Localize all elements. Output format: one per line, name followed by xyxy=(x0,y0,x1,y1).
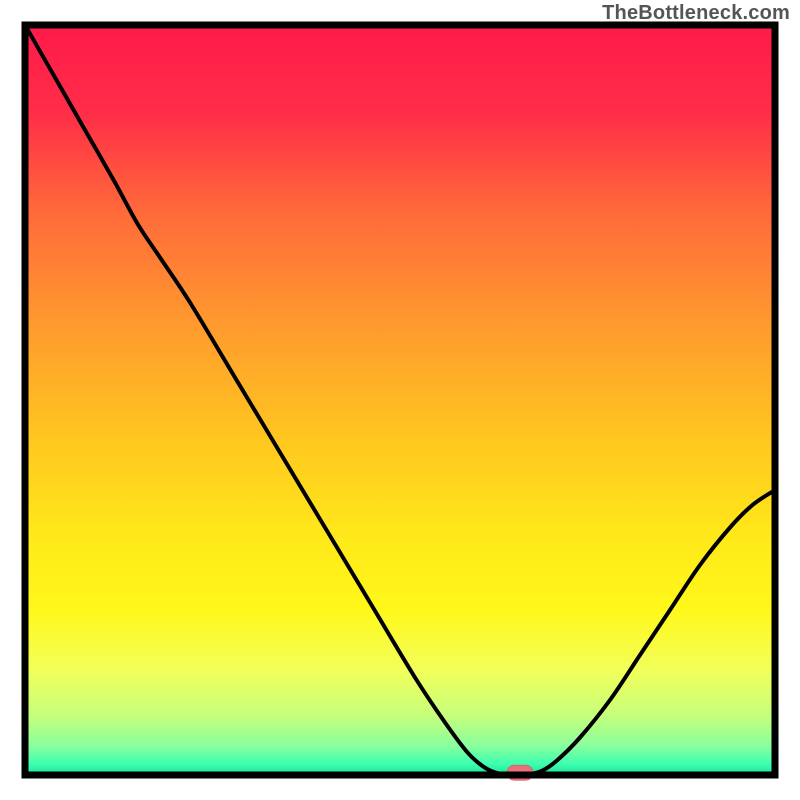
watermark-text: TheBottleneck.com xyxy=(602,2,790,25)
plot-background xyxy=(25,25,775,775)
bottleneck-chart xyxy=(0,0,800,800)
